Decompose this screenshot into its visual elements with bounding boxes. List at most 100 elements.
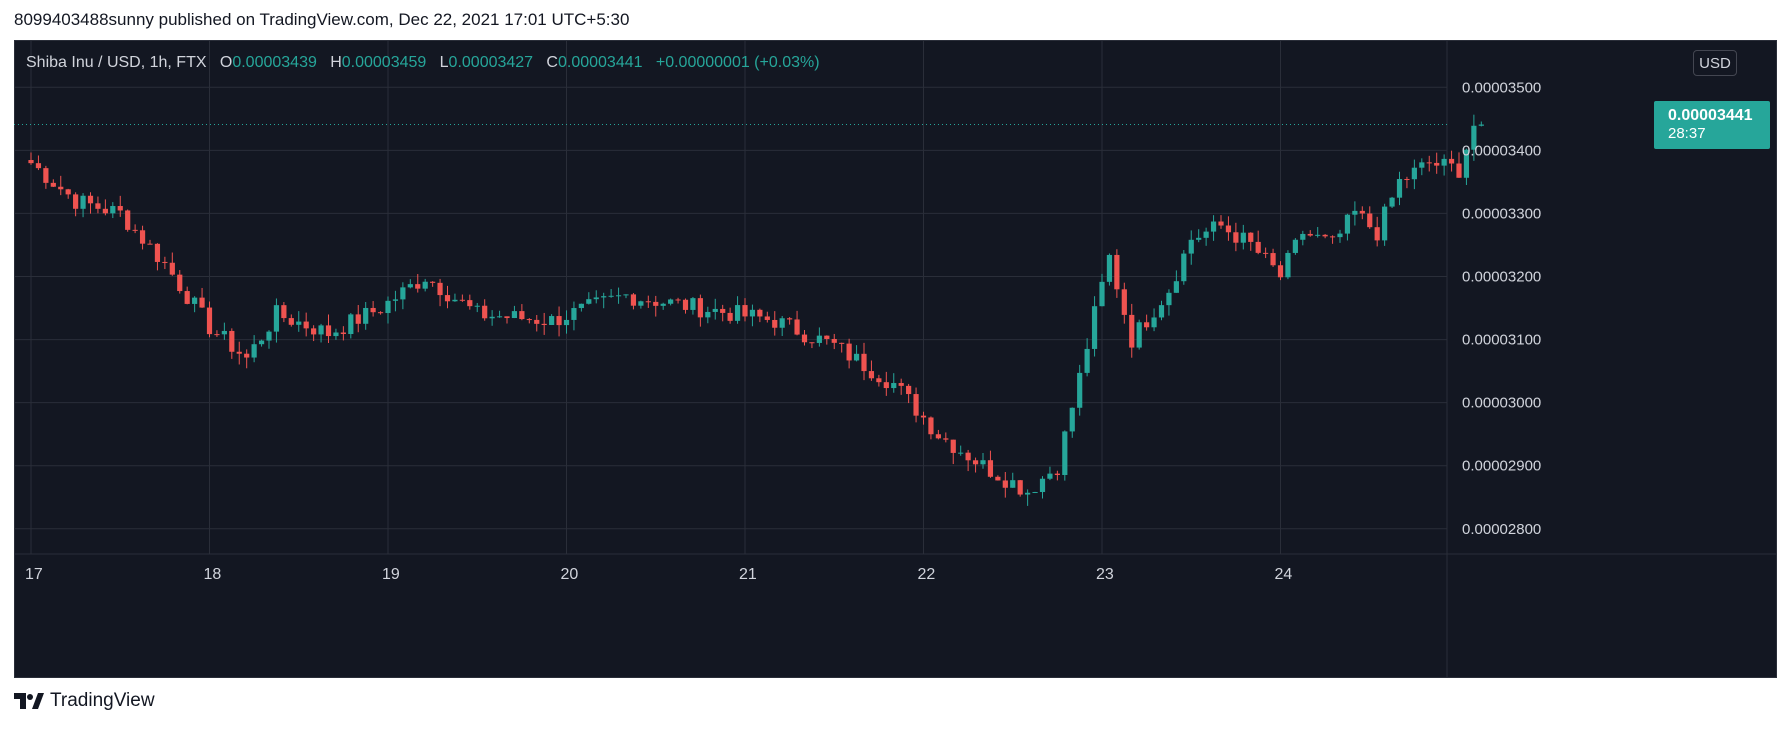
candle-body [883,382,889,389]
candle-body [80,195,86,209]
candle-body [1017,480,1023,495]
candle-body [482,305,488,319]
candle-body [385,300,391,314]
candle-body [1054,473,1060,476]
high-value: 0.00003459 [341,54,427,71]
last-price-value: 0.00003441 [1668,107,1753,124]
candle-body [437,282,443,296]
candle-body [1188,239,1194,254]
candle-body [1471,125,1477,150]
close-value: 0.00003441 [557,54,643,71]
tradingview-logo-icon [14,693,44,709]
currency-button[interactable]: USD [1693,50,1737,76]
price-tick-label: 0.00003300 [1462,205,1541,222]
candle-body [251,344,257,358]
time-tick-label: 21 [739,566,757,583]
publisher-header: 8099403488sunny published on TradingView… [14,10,630,29]
candle-body [288,318,294,325]
candle-body [943,438,949,440]
candle-body [831,338,837,343]
candle-body [496,316,503,318]
candle-body [794,319,800,335]
candle-body [1099,281,1105,307]
time-tick-label: 19 [382,566,400,583]
candle-body [1374,227,1380,241]
candle-body [1277,265,1284,278]
candle-body [43,168,49,183]
bar-countdown: 28:37 [1668,125,1706,142]
candle-body [868,371,875,379]
candle-body [511,311,518,319]
candle-body [1233,232,1239,243]
price-tick-label: 0.00003200 [1462,269,1541,286]
candle-body [534,319,540,324]
candle-body [392,299,399,301]
candle-body [1270,253,1276,266]
low-label: L [439,54,449,71]
candle-body [1025,492,1031,495]
chart-panel[interactable] [14,40,1777,678]
candle-body [504,316,510,319]
candle-body [162,261,168,263]
candle-body [184,291,190,304]
candle-body [1352,210,1358,215]
candle-body [229,330,235,352]
candle-body [623,294,629,296]
candle-body [1367,213,1373,228]
candlestick-chart[interactable]: 0.00002800 0.00002900 0.00003000 0.00003100… [14,40,1777,678]
candle-body [1315,234,1321,236]
candle-body [668,299,674,304]
last-price-label: 0.00003441 28:37 [1654,101,1770,149]
candle-body [400,287,406,300]
candle-body [415,284,421,289]
candle-body [407,284,413,288]
time-tick-label: 18 [204,566,222,583]
candle-body [58,186,64,190]
candle-body [958,452,964,454]
candle-body [1434,162,1440,166]
candle-body [1419,162,1425,168]
candle-body [757,309,763,317]
low-value: 0.00003427 [448,54,534,71]
candle-body [370,307,376,313]
brand-name: TradingView [50,690,155,711]
candle-body [132,229,138,231]
candle-body [1136,322,1142,348]
close-label: C [546,54,558,71]
candle-body [1077,372,1083,408]
candle-body [1322,234,1328,237]
candle-body [1039,478,1046,493]
candle-body [839,342,845,344]
candle-body [1203,231,1209,238]
open-value: 0.00003439 [232,54,317,71]
price-tick-label: 0.00003400 [1462,142,1541,159]
price-tick-label: 0.00003000 [1462,395,1541,412]
candle-body [853,353,860,361]
candle-body [630,294,637,306]
candle-body [1106,254,1113,282]
candle-body [653,301,659,306]
candle-body [1478,124,1484,126]
candle-body [727,312,733,321]
candle-body [110,206,116,214]
candle-body [928,417,934,435]
candle-body [177,274,183,292]
candle-body [772,319,778,328]
candle-body [541,323,547,326]
candle-body [660,303,666,306]
candle-body [801,334,808,343]
candle-body [1129,314,1135,348]
candle-body [556,316,562,326]
candle-body [273,305,280,332]
candle-body [779,318,785,328]
candle-body [1382,206,1388,241]
time-tick-label: 24 [1275,566,1293,583]
candle-body [459,299,465,301]
candle-body [809,342,815,344]
candle-body [563,319,570,326]
candle-body [1329,236,1336,238]
candle-body [615,295,622,297]
candle-body [1344,214,1351,234]
candle-body [1456,163,1462,178]
candle-body [935,434,941,439]
